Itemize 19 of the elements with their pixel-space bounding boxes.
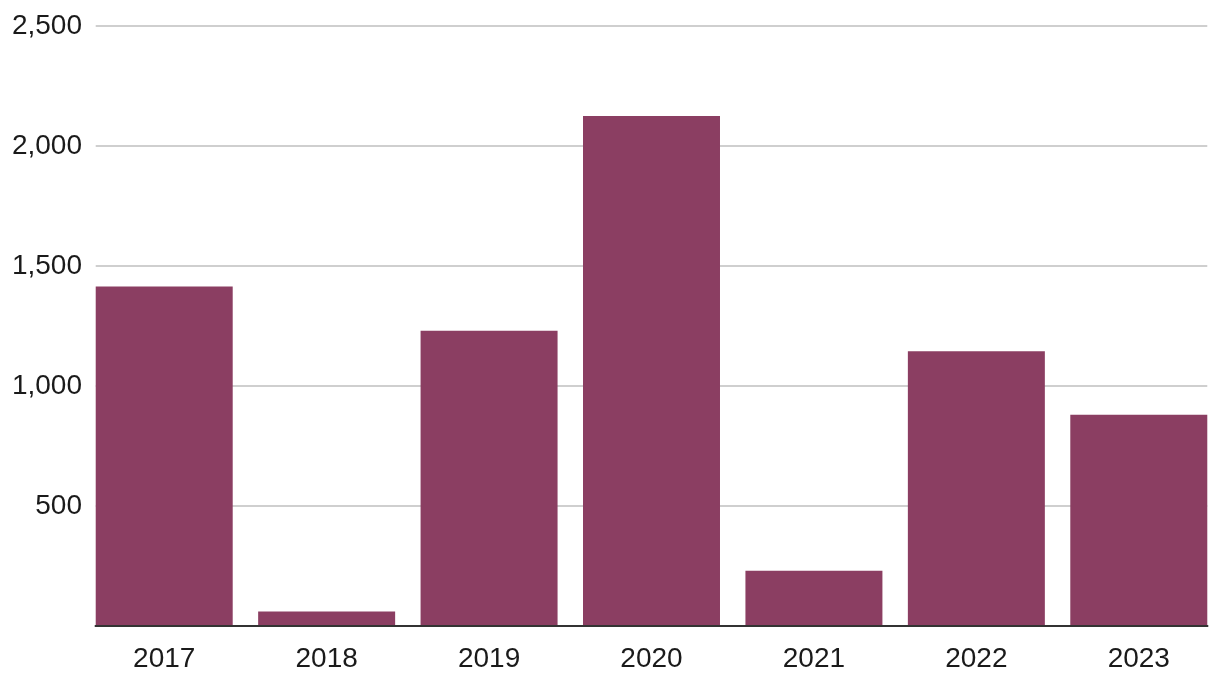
x-tick-label: 2019 — [457, 641, 521, 673]
x-tick-label: 2018 — [295, 641, 358, 673]
x-tick-label: 2017 — [133, 641, 196, 673]
bar — [420, 330, 558, 626]
bar — [907, 351, 1045, 626]
y-tick-label: 2,500 — [11, 8, 82, 40]
x-tick-label: 2021 — [782, 641, 846, 673]
y-tick-label: 1,500 — [11, 248, 82, 280]
x-tick-label: 2020 — [620, 641, 683, 673]
y-tick-label: 2,000 — [11, 128, 82, 160]
y-tick-label: 1,000 — [11, 368, 82, 400]
x-tick-label: 2022 — [945, 641, 1008, 673]
bar — [1070, 414, 1208, 626]
x-tick-label: 2023 — [1107, 641, 1170, 673]
bar — [745, 570, 883, 626]
bar — [258, 611, 396, 626]
bar — [583, 116, 720, 626]
y-tick-label: 500 — [35, 488, 82, 520]
bar — [95, 286, 233, 626]
